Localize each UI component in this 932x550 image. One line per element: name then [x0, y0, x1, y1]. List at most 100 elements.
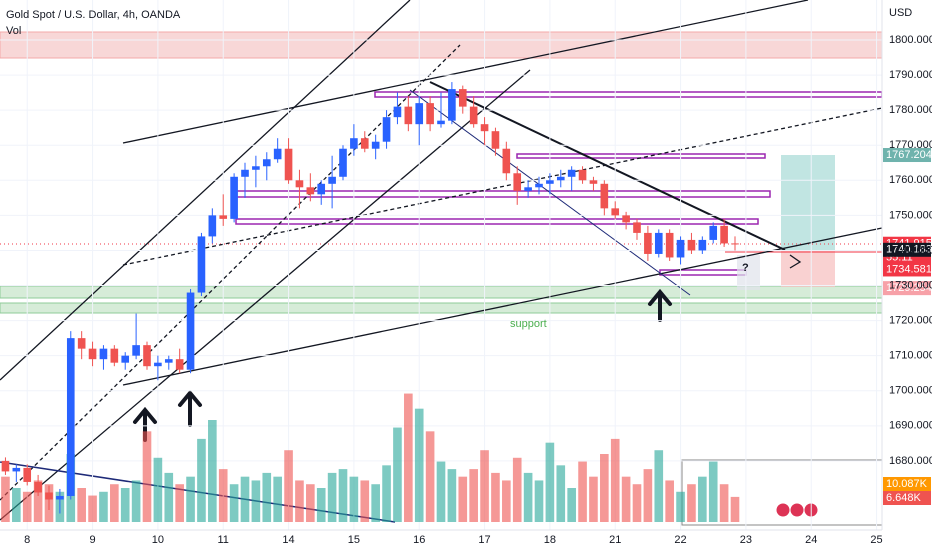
volume-bar: [110, 484, 119, 522]
volume-bar: [229, 484, 239, 522]
candle-body: [241, 169, 249, 177]
volume-bar: [425, 431, 435, 522]
candle-body: [458, 89, 467, 107]
volume-bar: [33, 480, 43, 522]
y-tick-label: 1790.000: [889, 69, 932, 81]
volume-bar: [22, 491, 32, 522]
volume-tag: [883, 477, 931, 491]
candle-body: [371, 141, 380, 149]
candle-body: [56, 495, 64, 500]
volume-bar: [349, 476, 359, 522]
volume-bar: [730, 496, 740, 522]
x-tick-label: 8: [24, 534, 30, 546]
volume-bar: [610, 438, 620, 522]
price-tag: [883, 281, 931, 296]
volume-bar: [153, 457, 163, 522]
volume-bar: [208, 420, 217, 522]
volume-bar: [218, 469, 228, 522]
volume-bar: [480, 450, 489, 522]
volume-bar: [458, 476, 468, 522]
y-tick-label: 1700.000: [889, 385, 932, 397]
candle-body: [262, 159, 271, 167]
series: [0, 0, 882, 530]
volume-tag-label: 6.648K: [886, 492, 922, 504]
volume-bar: [131, 480, 141, 522]
volume-bar: [719, 484, 729, 522]
volume-bar: [665, 480, 674, 522]
candle-body: [273, 148, 282, 160]
volume-bar: [360, 480, 370, 522]
candle-body: [578, 169, 587, 181]
volume-bar: [708, 461, 718, 522]
x-tick-label: 18: [544, 534, 556, 546]
y-tick-label: 1720.000: [889, 315, 932, 327]
volume-bar: [393, 427, 402, 522]
candle-body: [164, 359, 173, 363]
volume-bar: [316, 488, 326, 522]
volume-bar: [338, 469, 348, 522]
candle-body: [306, 187, 315, 195]
candle-body: [415, 103, 424, 125]
volume-bar: [621, 476, 631, 522]
volume-tag-label: 10.087K: [886, 478, 928, 490]
candle-body: [622, 215, 630, 223]
candle-body: [502, 148, 511, 174]
volume-bar: [469, 469, 478, 522]
volume-bar: [175, 484, 184, 522]
candle-body: [382, 117, 391, 142]
volume-bar: [164, 472, 174, 522]
x-tick-label: 25: [870, 534, 882, 546]
candle-body: [208, 215, 217, 237]
candle-body: [480, 124, 489, 132]
price-tag-label: 1729.254: [886, 282, 932, 294]
candle-body: [284, 148, 293, 181]
volume-bar: [556, 465, 566, 522]
candle-body: [393, 106, 402, 118]
candle-body: [175, 359, 184, 370]
candle-body: [110, 348, 119, 363]
y-tick-label: 1680.000: [889, 455, 932, 467]
x-tick-label: 14: [282, 534, 294, 546]
volume-bar: [88, 495, 97, 522]
candle-body: [317, 183, 326, 195]
volume-bar: [142, 431, 152, 522]
candle-body: [491, 131, 500, 149]
candle-body: [665, 232, 674, 258]
candle-body: [339, 148, 347, 177]
x-tick-label: 23: [740, 534, 752, 546]
candle-body: [219, 215, 228, 219]
candle-body: [360, 138, 369, 149]
volume-bar: [262, 472, 272, 522]
candle-body: [556, 176, 565, 181]
volume-bar: [99, 491, 108, 522]
y-tick-label: 1780.000: [889, 104, 932, 116]
volume-bar: [502, 480, 511, 522]
candle-body: [77, 338, 86, 349]
price-tag-label: 1767.204: [886, 149, 932, 161]
volume-bar: [578, 461, 587, 522]
candle-body: [154, 362, 162, 367]
volume-bar: [404, 393, 413, 522]
candle-body: [252, 166, 260, 170]
volume-bar: [523, 472, 533, 522]
volume-bar: [284, 450, 293, 522]
volume-bar: [240, 476, 250, 522]
volume-bar: [589, 476, 598, 522]
candle-body: [687, 239, 696, 251]
volume-bar: [436, 461, 446, 522]
volume-bar: [273, 476, 282, 522]
candle-body: [34, 481, 42, 493]
volume-bar: [186, 476, 195, 522]
tags: 1767.2041741.91555:111740.1831734.581172…: [883, 148, 932, 505]
candle-body: [654, 232, 663, 254]
chart-title: Gold Spot / U.S. Dollar, 4h, OANDA: [6, 9, 181, 21]
candle-body: [197, 236, 206, 293]
y-tick-label: 1730.000: [889, 279, 932, 291]
volume-bar: [534, 480, 544, 522]
candle-body: [600, 183, 609, 209]
candle-body: [66, 338, 75, 496]
y-tick-label: 1710.000: [889, 350, 932, 362]
candle-body: [143, 345, 151, 367]
volume-bar: [643, 469, 653, 522]
